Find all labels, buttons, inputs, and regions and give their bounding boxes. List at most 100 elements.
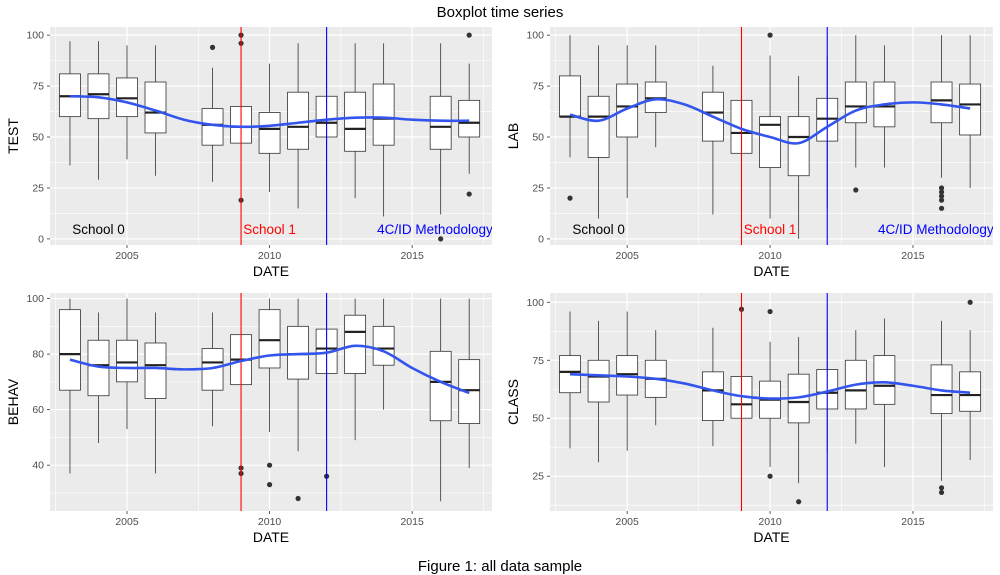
box-2014 bbox=[372, 298, 395, 410]
box-2010 bbox=[258, 63, 281, 193]
box-iqr bbox=[429, 95, 452, 150]
plot-area: School 0 School 1 4C/ID Methodology bbox=[559, 27, 994, 245]
box-iqr bbox=[258, 112, 281, 154]
y-tick-label: 50 bbox=[532, 132, 544, 144]
box-2017 bbox=[458, 32, 481, 197]
outlier-point bbox=[853, 187, 859, 193]
box-2011 bbox=[787, 75, 810, 239]
box-iqr bbox=[959, 83, 982, 136]
box-iqr bbox=[116, 339, 138, 383]
y-tick-label: 75 bbox=[32, 81, 44, 93]
box-iqr bbox=[787, 116, 810, 177]
outlier-point bbox=[938, 485, 945, 491]
box-2006 bbox=[144, 312, 167, 474]
figure-caption: Figure 1: all data sample bbox=[418, 558, 582, 575]
panel-lab: School 0 School 1 4C/ID Methodology 0 25 50 75… bbox=[505, 27, 994, 279]
outlier-point bbox=[266, 482, 273, 488]
x-axis-title: DATE bbox=[753, 529, 789, 545]
outlier-point bbox=[938, 185, 945, 191]
y-tick-label: 25 bbox=[532, 182, 544, 194]
y-tick-label: 60 bbox=[32, 404, 44, 416]
annotation-label: School 1 bbox=[243, 222, 296, 237]
box-iqr bbox=[258, 309, 281, 369]
y-tick-label: 80 bbox=[32, 349, 44, 361]
box-iqr bbox=[759, 116, 781, 168]
x-tick-label: 2010 bbox=[258, 250, 282, 262]
x-tick-label: 2015 bbox=[400, 516, 424, 528]
x-tick-label: 2015 bbox=[901, 250, 925, 262]
x-axis-title: DATE bbox=[253, 263, 289, 279]
x-tick-label: 2015 bbox=[400, 250, 424, 262]
x-axis-title: DATE bbox=[753, 263, 789, 279]
y-tick-label: 50 bbox=[32, 132, 44, 144]
annotation-label: 4C/ID Methodology bbox=[878, 222, 994, 237]
annotation-label: School 1 bbox=[744, 222, 797, 237]
box-iqr bbox=[344, 314, 367, 374]
y-tick-label: 75 bbox=[532, 355, 544, 367]
outlier-point bbox=[767, 308, 773, 315]
plot-area bbox=[559, 293, 982, 511]
annotation-label: School 0 bbox=[72, 222, 125, 237]
y-tick-label: 100 bbox=[26, 293, 44, 305]
box-2017 bbox=[959, 35, 982, 188]
smooth-line bbox=[69, 344, 470, 395]
box-2014 bbox=[873, 318, 896, 467]
y-tick-label: 50 bbox=[532, 413, 544, 425]
figure-title: Boxplot time series bbox=[437, 4, 564, 21]
y-tick-label: 25 bbox=[32, 182, 44, 194]
x-tick-label: 2005 bbox=[115, 516, 139, 528]
box-iqr bbox=[144, 342, 167, 399]
outlier-point bbox=[466, 32, 472, 38]
box-2016 bbox=[930, 35, 953, 211]
outlier-point bbox=[466, 191, 472, 197]
y-tick-label: 0 bbox=[538, 233, 544, 245]
outlier-point bbox=[438, 236, 444, 242]
y-tick-label: 25 bbox=[532, 471, 544, 483]
box-2003 bbox=[59, 298, 81, 474]
y-tick-label: 100 bbox=[26, 30, 44, 42]
x-axis: 2005 2010 2015 bbox=[615, 511, 925, 528]
box-2004 bbox=[87, 312, 110, 443]
box-iqr bbox=[344, 91, 367, 152]
outlier-point bbox=[767, 32, 773, 38]
y-axis: 0 25 50 75 100 bbox=[26, 30, 50, 245]
y-axis-title: TEST bbox=[5, 118, 21, 154]
plot-area bbox=[59, 293, 481, 511]
x-axis: 2005 2010 2015 bbox=[115, 245, 424, 262]
outlier-point bbox=[796, 499, 802, 505]
outlier-point bbox=[295, 495, 301, 502]
y-tick-label: 0 bbox=[38, 233, 44, 245]
box-iqr bbox=[587, 95, 610, 158]
y-axis: 0 25 50 75 100 bbox=[526, 30, 550, 245]
outlier-point bbox=[938, 205, 945, 211]
annotation-label: 4C/ID Methodology bbox=[377, 222, 493, 237]
smooth-line bbox=[569, 372, 971, 400]
box-iqr bbox=[458, 99, 481, 138]
y-axis-title: BEHAV bbox=[5, 378, 21, 425]
box-2004 bbox=[587, 45, 610, 219]
x-axis: 2005 2010 2015 bbox=[615, 245, 925, 262]
box-2008 bbox=[702, 327, 724, 447]
x-tick-label: 2005 bbox=[115, 250, 139, 262]
box-2005 bbox=[116, 45, 138, 160]
box-iqr bbox=[59, 309, 81, 391]
box-iqr bbox=[372, 325, 395, 366]
box-2008 bbox=[201, 44, 224, 182]
outlier-point bbox=[567, 195, 573, 201]
box-iqr bbox=[844, 81, 867, 124]
x-axis-title: DATE bbox=[253, 529, 289, 545]
smooth-line bbox=[69, 94, 470, 129]
x-tick-label: 2005 bbox=[615, 250, 639, 262]
box-2013 bbox=[344, 43, 367, 199]
y-axis-title: LAB bbox=[505, 123, 521, 149]
annotation-label: School 0 bbox=[572, 222, 625, 237]
box-iqr bbox=[372, 83, 395, 146]
box-2008 bbox=[201, 312, 224, 427]
y-tick-label: 75 bbox=[532, 81, 544, 93]
box-2010 bbox=[258, 298, 281, 488]
y-tick-label: 40 bbox=[32, 460, 44, 472]
box-iqr bbox=[587, 359, 610, 403]
panels: School 0 School 1 4C/ID Methodology 0 25 50 75… bbox=[5, 27, 994, 545]
x-tick-label: 2010 bbox=[258, 516, 282, 528]
box-iqr bbox=[873, 355, 896, 405]
